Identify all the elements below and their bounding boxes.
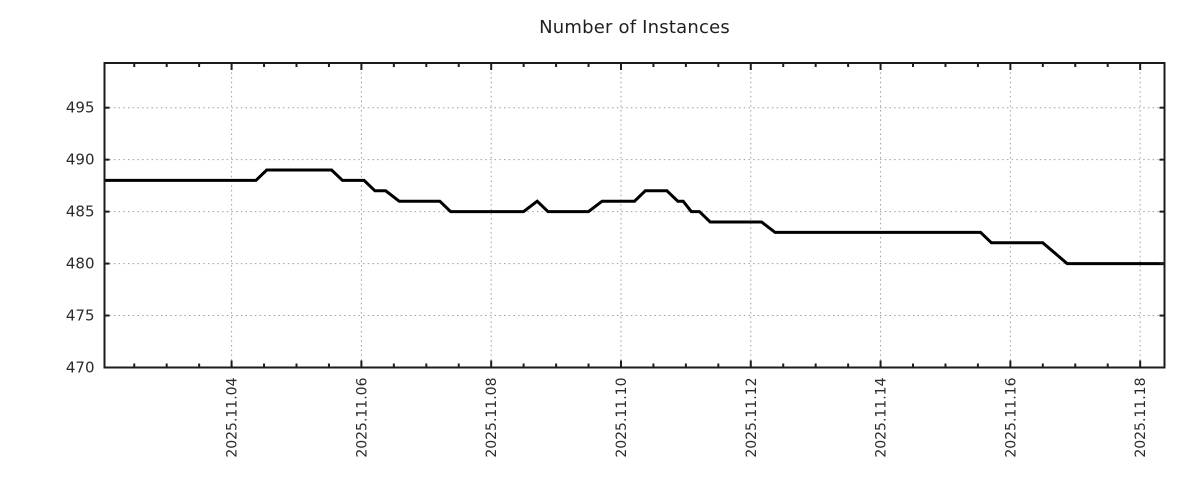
x-tick-label: 2025.11.06 [354, 377, 370, 457]
x-tick-label: 2025.11.12 [744, 378, 760, 458]
y-tick-label: 480 [66, 255, 95, 273]
y-tick-label: 495 [66, 99, 95, 117]
x-tick-label: 2025.11.10 [614, 378, 630, 458]
series-line-instances [104, 168, 1165, 266]
x-tick-label: 2025.11.16 [1003, 377, 1019, 457]
y-tick-label: 485 [66, 203, 95, 221]
x-tick-label: 2025.11.08 [484, 378, 500, 458]
series [104, 168, 1165, 266]
x-tick-label: 2025.11.04 [225, 377, 241, 457]
y-tick-label: 475 [66, 307, 95, 325]
y-tick-label: 490 [66, 151, 95, 169]
x-tick-labels: 2025.11.04 2025.11.06 2025.11.08 2025.11.10… [225, 377, 1150, 457]
x-tick-label: 2025.11.18 [1133, 378, 1149, 458]
plot-frame [103, 62, 1166, 369]
axis-ticks [104, 63, 1165, 369]
x-tick-label: 2025.11.14 [874, 377, 890, 457]
y-tick-labels: 470 475 480 485 490 495 [66, 99, 95, 377]
frame [103, 62, 1166, 369]
y-tick-label: 470 [66, 359, 95, 377]
gridlines [104, 63, 1165, 368]
chart-title: Number of Instances [539, 17, 730, 38]
